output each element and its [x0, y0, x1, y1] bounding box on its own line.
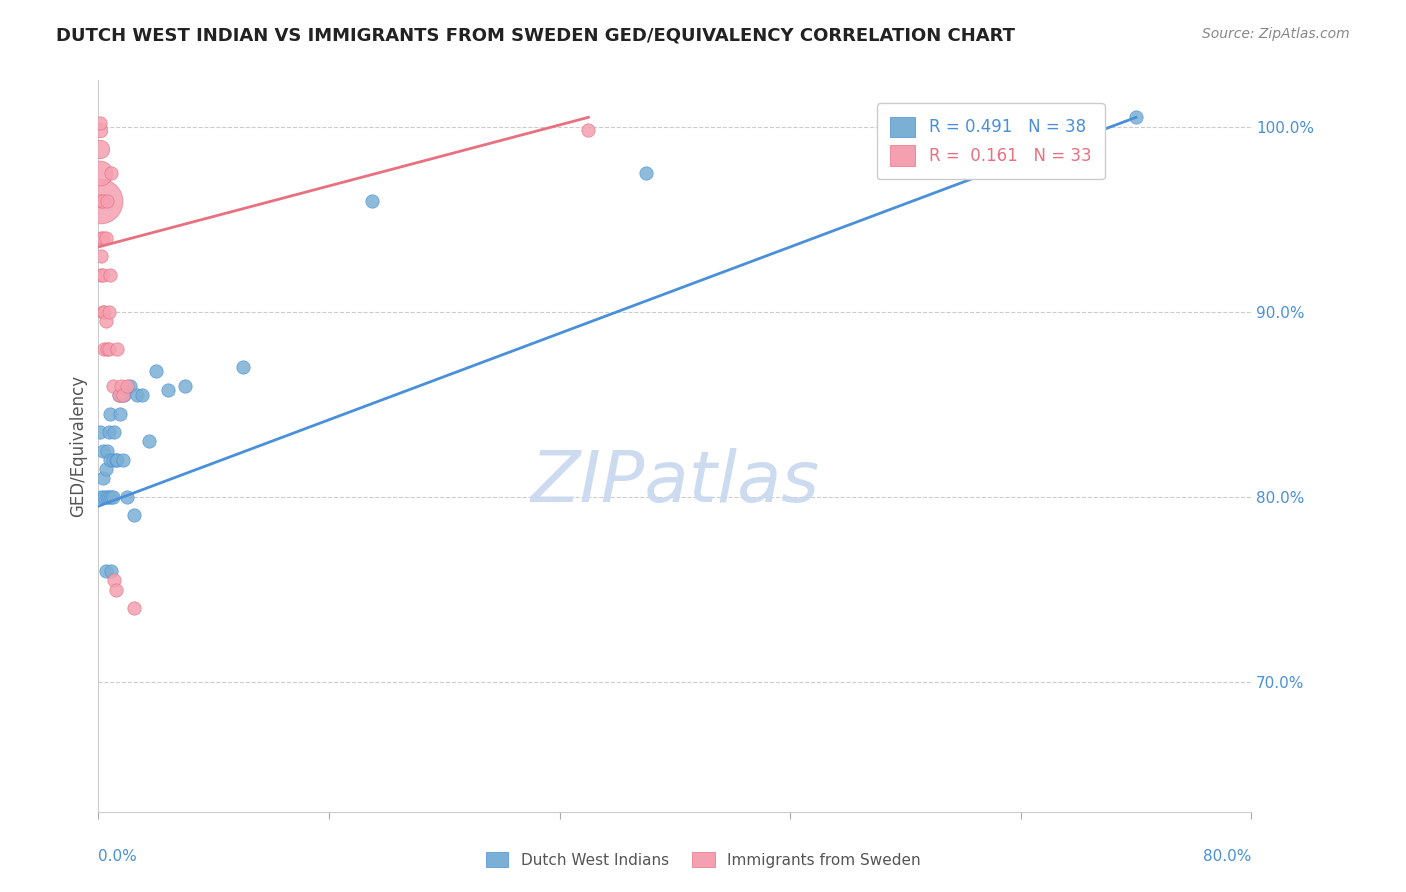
Point [90, 268, 112, 282]
Point [89, 166, 111, 180]
Point [98, 407, 121, 421]
Point [124, 508, 146, 523]
Text: DUTCH WEST INDIAN VS IMMIGRANTS FROM SWEDEN GED/EQUIVALENCY CORRELATION CHART: DUTCH WEST INDIAN VS IMMIGRANTS FROM SWE… [56, 27, 1015, 45]
Point [117, 379, 139, 393]
Point [89, 425, 111, 439]
Point [96, 490, 118, 504]
Point [94, 230, 117, 244]
Point [101, 379, 124, 393]
Point [96, 194, 118, 208]
Point [103, 574, 125, 588]
Point [174, 379, 197, 393]
Point [107, 388, 129, 402]
Point [100, 564, 122, 578]
Point [97, 342, 120, 356]
Point [96, 342, 118, 356]
Point [100, 490, 122, 504]
Point [89, 142, 111, 156]
Point [112, 388, 135, 402]
Point [104, 453, 127, 467]
Point [94, 462, 117, 476]
Text: Source: ZipAtlas.com: Source: ZipAtlas.com [1202, 27, 1350, 41]
Point [105, 453, 128, 467]
Legend: R = 0.491   N = 38, R =  0.161   N = 33: R = 0.491 N = 38, R = 0.161 N = 33 [877, 103, 1105, 179]
Point [98, 268, 121, 282]
Point [93, 304, 115, 318]
Point [101, 453, 124, 467]
Point [103, 425, 125, 439]
Text: 0.0%: 0.0% [98, 849, 138, 863]
Point [138, 434, 160, 449]
Point [91, 471, 114, 485]
Point [90, 230, 112, 244]
Point [89, 123, 111, 137]
Point [145, 364, 167, 378]
Point [91, 194, 114, 208]
Point [131, 388, 153, 402]
Point [110, 379, 132, 393]
Point [100, 166, 122, 180]
Point [104, 582, 127, 597]
Point [108, 407, 131, 421]
Point [90, 249, 112, 263]
Point [90, 490, 112, 504]
Point [156, 383, 179, 397]
Point [91, 268, 114, 282]
Point [89, 194, 111, 208]
Point [101, 490, 124, 504]
Point [94, 564, 117, 578]
Point [111, 388, 134, 402]
Y-axis label: GED/Equivalency: GED/Equivalency [69, 375, 87, 517]
Point [90, 194, 112, 208]
Point [91, 304, 114, 318]
Point [105, 342, 128, 356]
Point [231, 360, 254, 375]
Point [91, 443, 114, 458]
Point [636, 166, 658, 180]
Point [96, 443, 118, 458]
Legend: Dutch West Indians, Immigrants from Sweden: Dutch West Indians, Immigrants from Swed… [478, 844, 928, 875]
Point [124, 601, 146, 615]
Point [117, 490, 139, 504]
Point [91, 230, 114, 244]
Point [111, 453, 134, 467]
Point [93, 490, 115, 504]
Point [1125, 111, 1147, 125]
Point [361, 194, 384, 208]
Text: ZIPatlas: ZIPatlas [530, 448, 820, 517]
Point [110, 388, 132, 402]
Point [127, 388, 149, 402]
Point [89, 116, 111, 130]
Point [94, 314, 117, 328]
Point [578, 123, 600, 137]
Point [98, 453, 121, 467]
Point [107, 388, 129, 402]
Point [120, 379, 142, 393]
Point [97, 425, 120, 439]
Point [97, 490, 120, 504]
Text: 80.0%: 80.0% [1204, 849, 1251, 863]
Point [93, 342, 115, 356]
Point [97, 304, 120, 318]
